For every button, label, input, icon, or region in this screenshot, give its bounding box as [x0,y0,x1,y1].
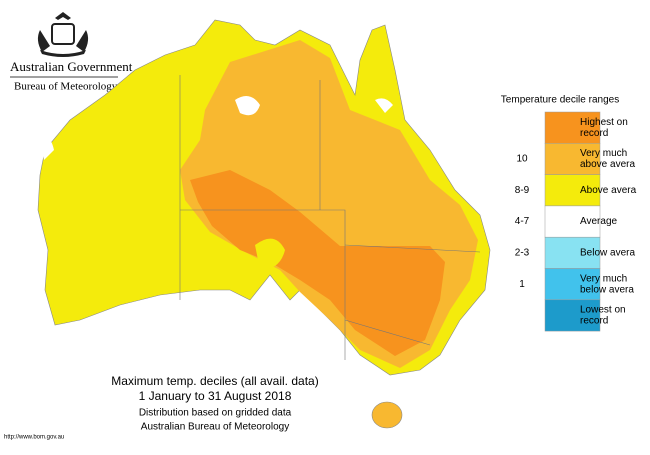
legend-label: Lowest on [580,305,626,316]
legend-label: record [580,128,608,139]
yellow-patch [255,238,285,270]
legend-label: Above avera [580,185,637,196]
legend-range: 2-3 [515,247,530,258]
legend-swatch [544,174,601,207]
url: http://www.bom.gov.au [4,435,64,441]
bureau-title: Bureau of Meteorology [14,81,118,93]
caption: Maximum temp. deciles (all avail. data)1… [111,374,318,432]
caption-line: Australian Bureau of Meteorology [141,422,289,433]
legend-label: Very much [580,148,627,159]
legend-label: Very much [580,273,627,284]
legend-label: record [580,316,608,327]
legend-label: below avera [580,284,634,295]
legend-swatch [544,299,601,332]
legend-swatch [544,143,601,175]
legend-label: above avera [580,159,635,170]
caption-line: Maximum temp. deciles (all avail. data) [111,374,318,388]
legend-range: 4-7 [515,216,530,227]
coat-of-arms [37,12,89,57]
caption-line: Distribution based on gridded data [139,408,292,419]
highest-region [190,170,445,356]
state-borders [179,75,481,360]
australia-map [37,19,491,429]
legend-title: Temperature decile ranges [501,95,619,106]
government-title: Australian Government [10,59,133,74]
legend-label: Highest on [580,117,628,128]
legend-label: Below avera [580,247,635,258]
legend-label: Average [580,216,618,227]
caption-line: 1 January to 31 August 2018 [139,389,292,403]
legend-swatch [544,111,601,144]
legend-range: 10 [516,154,528,165]
legend-range: 8-9 [515,185,530,196]
legend-swatch [544,205,601,238]
legend-range: 1 [519,279,525,290]
legend-swatch [544,236,601,269]
legend-swatch [544,268,601,301]
tasmania [371,401,403,429]
